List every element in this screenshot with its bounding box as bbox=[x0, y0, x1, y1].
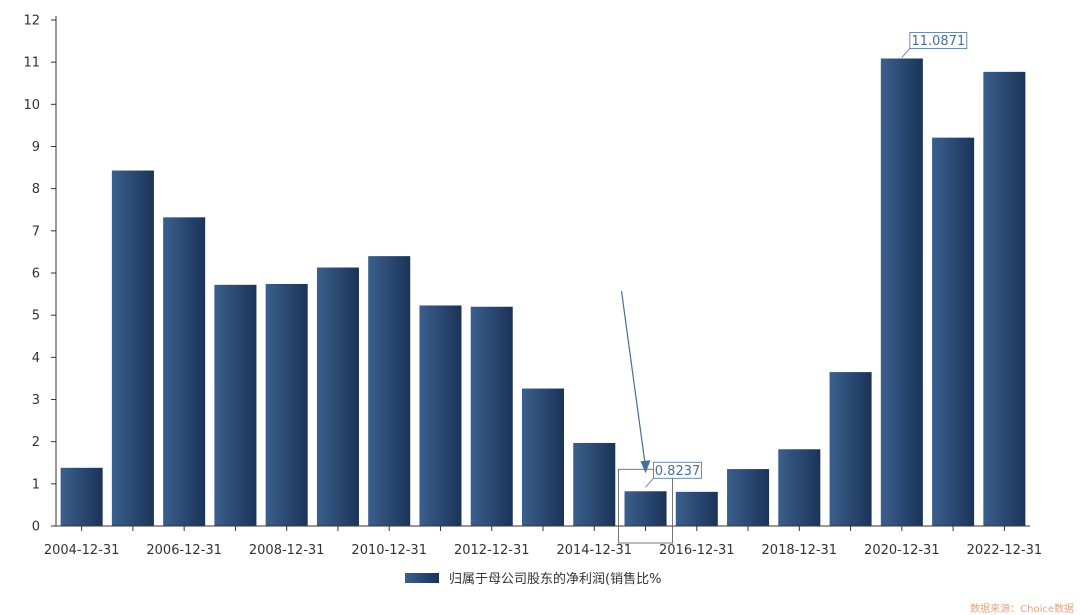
bar-2013-12-31 bbox=[521, 388, 565, 526]
y-tick-label-1: 1 bbox=[32, 477, 40, 492]
y-tick-label-8: 8 bbox=[32, 182, 40, 197]
annotation-arrowhead bbox=[640, 460, 651, 474]
x-tick-label-2022-12-31: 2022-12-31 bbox=[967, 543, 1043, 558]
y-tick-label-11: 11 bbox=[23, 56, 40, 71]
y-tick-label-7: 7 bbox=[32, 224, 40, 239]
y-tick-label-5: 5 bbox=[32, 309, 40, 324]
annotations-group: 0.8237 11.0871 bbox=[618, 32, 968, 544]
bar-2011-12-31 bbox=[419, 305, 462, 526]
x-tick-label-2008-12-31: 2008-12-31 bbox=[249, 543, 325, 558]
bar-2012-12-31 bbox=[470, 306, 513, 526]
x-tick-label-2016-12-31: 2016-12-31 bbox=[659, 543, 735, 558]
y-tick-label-9: 9 bbox=[32, 140, 40, 155]
bar-2022-12-31 bbox=[983, 71, 1026, 527]
bar-2020-12-31 bbox=[880, 58, 923, 526]
bar-2006-12-31 bbox=[163, 217, 206, 526]
x-tick-label-2014-12-31: 2014-12-31 bbox=[556, 543, 632, 558]
y-tick-label-12: 12 bbox=[23, 14, 40, 29]
annotation-arrow-line bbox=[620, 291, 647, 468]
x-tick-label-2004-12-31: 2004-12-31 bbox=[44, 543, 120, 558]
bar-2004-12-31 bbox=[60, 467, 103, 526]
x-tick-label-2010-12-31: 2010-12-31 bbox=[351, 543, 427, 558]
y-tick-label-4: 4 bbox=[32, 351, 40, 366]
bar-2014-12-31 bbox=[573, 442, 616, 526]
callout-box-high bbox=[909, 32, 968, 49]
bars-group bbox=[60, 58, 1026, 527]
callout-leader-high bbox=[901, 48, 911, 58]
y-tick-label-2: 2 bbox=[32, 435, 40, 450]
y-tick-label-3: 3 bbox=[32, 393, 40, 408]
bar-2007-12-31 bbox=[214, 284, 257, 526]
x-tick-label-2006-12-31: 2006-12-31 bbox=[146, 543, 222, 558]
source-watermark: 数据来源：Choice数据 bbox=[970, 604, 1074, 615]
bar-2016-12-31 bbox=[675, 491, 718, 526]
callout-box-low bbox=[653, 461, 702, 479]
legend-swatch bbox=[405, 572, 439, 583]
y-tick-label-10: 10 bbox=[23, 98, 40, 113]
callout-label-high: 11.0871 bbox=[911, 34, 965, 49]
bar-2018-12-31 bbox=[778, 449, 821, 526]
legend[interactable]: 归属于母公司股东的净利润(销售比% bbox=[405, 568, 661, 587]
callout-label-low: 0.8237 bbox=[655, 464, 701, 479]
x-tick-label-2018-12-31: 2018-12-31 bbox=[762, 543, 838, 558]
bar-2019-12-31 bbox=[829, 372, 872, 526]
bar-2017-12-31 bbox=[727, 469, 770, 526]
bar-2010-12-31 bbox=[368, 256, 411, 526]
x-tick-label-2020-12-31: 2020-12-31 bbox=[864, 543, 940, 558]
bar-2005-12-31 bbox=[111, 170, 154, 526]
callout-leader-low bbox=[645, 478, 654, 488]
y-tick-label-6: 6 bbox=[32, 267, 40, 282]
bar-2009-12-31 bbox=[316, 267, 359, 526]
legend-label: 归属于母公司股东的净利润(销售比% bbox=[449, 572, 662, 587]
x-tick-label-2012-12-31: 2012-12-31 bbox=[454, 543, 530, 558]
y-tick-label-0: 0 bbox=[32, 520, 40, 535]
bar-2008-12-31 bbox=[265, 283, 308, 526]
bar-2021-12-31 bbox=[932, 137, 975, 526]
bar-2015-12-31 bbox=[624, 491, 667, 526]
